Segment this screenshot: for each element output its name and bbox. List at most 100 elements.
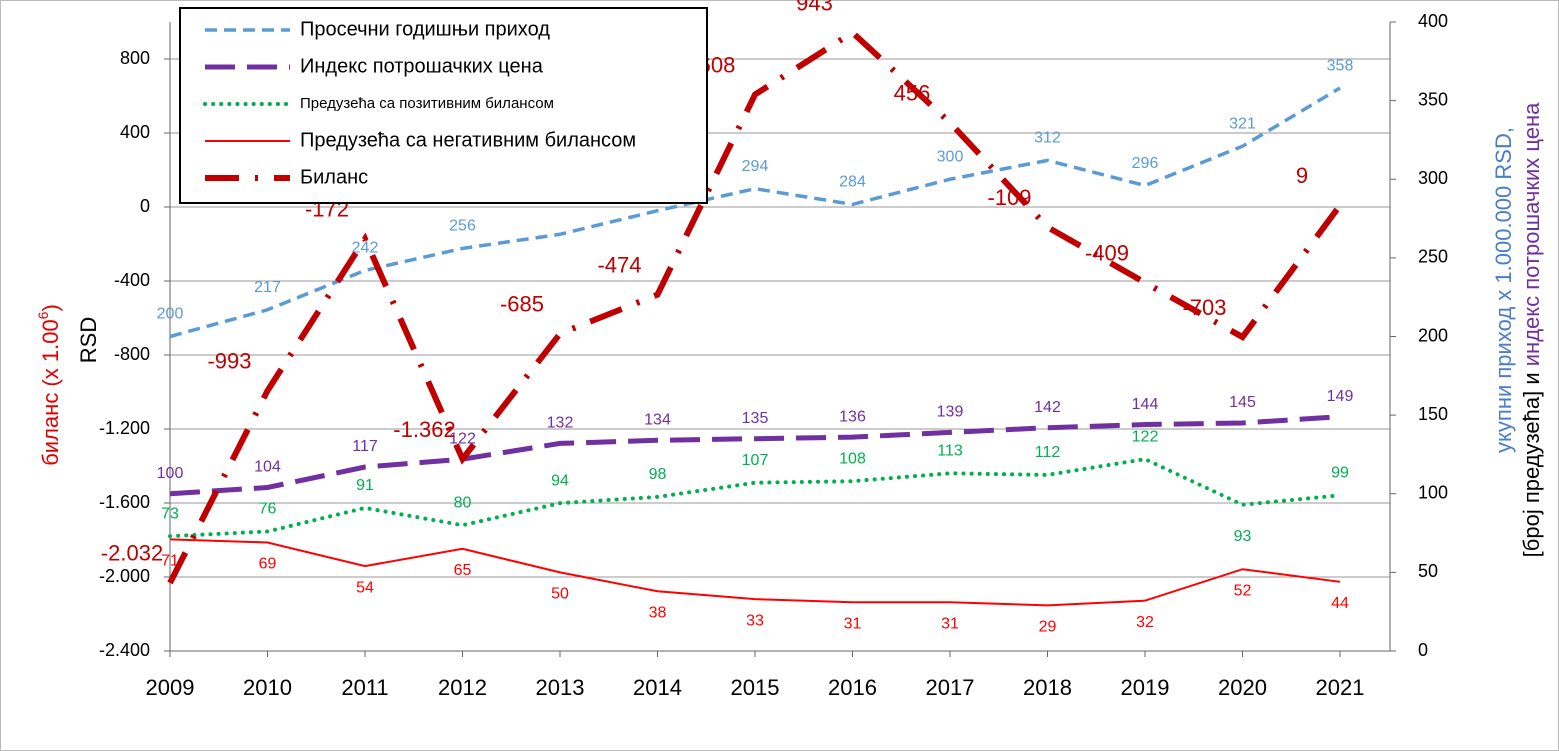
data-label: 122 [1132,428,1159,445]
y-axis-title: биланс (x 1.006) [35,304,63,466]
y2-tick-label: 200 [1418,325,1448,345]
x-tick-label: 2014 [633,675,682,700]
y2-tick-label: 350 [1418,89,1448,109]
data-label: 217 [254,279,281,296]
data-label: 300 [937,148,964,165]
data-label: 284 [839,174,866,191]
y2-axis-title-2b: индекс потрошачких цена [1519,102,1544,366]
x-tick-label: 2015 [731,675,780,700]
data-label: 50 [551,586,569,603]
legend-box [179,7,708,204]
data-label: 321 [1229,115,1256,132]
data-label: 136 [839,408,866,425]
x-tick-label: 2016 [828,675,877,700]
data-label: 312 [1034,130,1061,147]
data-label: 117 [352,438,378,455]
data-label: 112 [1035,444,1061,461]
series-line [167,28,1343,585]
data-label: 65 [454,562,472,579]
data-label: 100 [157,465,184,482]
data-label: 71 [161,553,179,570]
data-label: 80 [454,494,472,511]
y-axis-title-end: ) [38,304,63,311]
data-label: 73 [161,505,179,522]
y-tick-label: 400 [120,122,150,142]
data-label: 76 [259,501,277,518]
y2-tick-label: 100 [1418,483,1448,503]
legend-label: Предузећа са негативним билансом [300,129,636,151]
y2-axis-title-1: укупни приход x 1.000.000 RSD, [1491,127,1516,453]
series-line [169,414,1341,497]
data-label: 108 [839,450,866,467]
y-axis-unit: RSD [76,317,101,363]
data-label: 144 [1132,396,1159,413]
series-line [168,457,1342,539]
y-tick-label: -2.400 [99,640,150,660]
legend-label: Индекс потрошачких цена [300,55,544,77]
y-tick-label: -800 [114,344,150,364]
data-label: 107 [742,452,769,469]
x-tick-label: 2009 [146,675,195,700]
data-label: 9 [1296,163,1308,188]
x-tick-label: 2018 [1023,675,1072,700]
data-label: 256 [449,218,476,235]
y-tick-label: -400 [114,270,150,290]
y-axis-title-main: биланс (x 1.00 [38,319,63,465]
x-tick-label: 2011 [341,675,388,700]
data-label: 31 [941,615,959,632]
x-tick-label: 2021 [1316,675,1365,700]
data-label: 52 [1234,582,1252,599]
data-label: 32 [1136,614,1154,631]
y2-tick-label: 400 [1418,11,1448,31]
y2-axis-title-2: [број предузећа] и индекс потрошачких це… [1519,102,1544,557]
data-label: 94 [551,472,569,489]
y2-tick-label: 300 [1418,168,1448,188]
data-label: 943 [796,0,833,15]
legend-label: Просечни годишњи приход [300,18,550,40]
data-label: -409 [1085,240,1129,265]
data-label: -2.032 [101,541,163,566]
y2-tick-label: 250 [1418,247,1448,267]
y-axis-title-sup: 6 [35,311,51,319]
x-tick-label: 2010 [243,675,292,700]
y2-axis-title-2a: [број предузећа] и [1519,366,1544,557]
legend-label: Биланс [300,166,368,188]
x-tick-label: 2020 [1218,675,1267,700]
data-label: -109 [987,185,1031,210]
data-label: 29 [1039,619,1057,636]
x-tick-label: 2013 [536,675,585,700]
data-label: 93 [1234,528,1252,545]
data-label: -993 [207,349,251,374]
data-label: 91 [356,477,374,494]
legend: Просечни годишњи приход Индекс потрошачки… [179,7,708,204]
data-label: 98 [649,466,667,483]
data-label: 149 [1327,388,1354,405]
data-label: 104 [254,459,281,476]
y-tick-label: -1.600 [99,492,150,512]
y-tick-label: -1.200 [99,418,150,438]
data-label: 54 [356,579,374,596]
data-label: 145 [1229,394,1256,411]
data-label: 132 [547,415,574,432]
data-label: 99 [1331,465,1349,482]
data-label: -1.362 [393,417,455,442]
data-label: 69 [259,556,277,573]
data-label: 135 [742,410,769,427]
x-tick-label: 2019 [1121,675,1170,700]
data-label: 242 [352,240,379,257]
data-label: 44 [1331,595,1349,612]
y2-tick-label: 0 [1418,640,1428,660]
y-tick-label: 0 [140,196,150,216]
data-label: 38 [649,604,667,621]
data-label: -474 [597,253,641,278]
data-label: 122 [449,430,476,447]
series-line [169,538,1341,607]
data-label: 33 [746,612,764,629]
data-label: 142 [1034,399,1061,416]
y2-tick-label: 50 [1418,561,1438,581]
data-label: 134 [644,412,671,429]
y-tick-label: 800 [120,48,150,68]
y2-tick-label: 150 [1418,404,1448,424]
x-tick-label: 2012 [438,675,487,700]
